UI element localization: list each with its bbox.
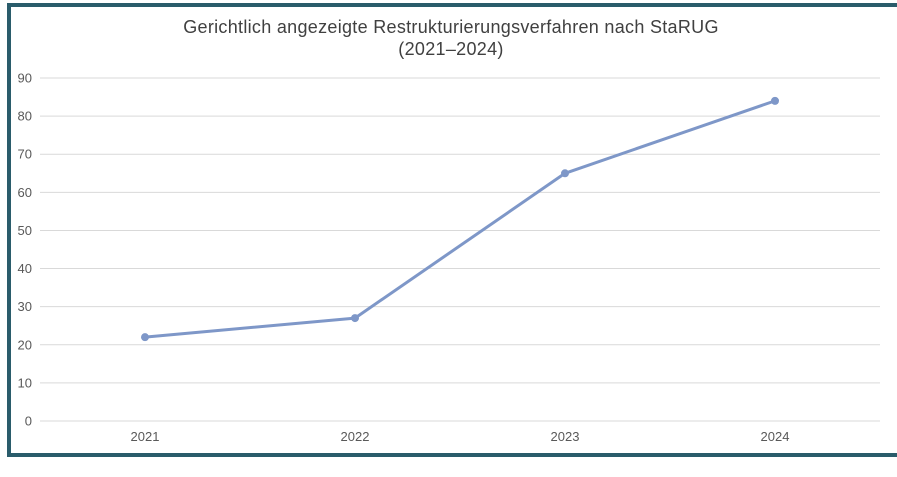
y-tick-label: 60 [18,185,32,200]
y-tick-label: 40 [18,261,32,276]
data-point [561,169,569,178]
data-point [141,333,149,342]
x-tick-label: 2024 [761,429,790,444]
x-tick-label: 2023 [551,429,580,444]
chart-title-line1: Gerichtlich angezeigte Restrukturierungs… [183,17,719,37]
y-tick-label: 80 [18,109,32,124]
x-tick-label: 2022 [341,429,370,444]
x-tick-label: 2021 [131,429,160,444]
y-tick-label: 20 [18,337,32,352]
y-tick-label: 30 [18,299,32,314]
data-point [771,96,779,105]
series-line [143,99,777,339]
y-tick-label: 70 [18,147,32,162]
y-tick-label: 50 [18,223,32,238]
chart-title-line2: (2021–2024) [398,39,504,59]
y-tick-label: 90 [18,71,32,86]
chart-title: Gerichtlich angezeigte Restrukturierungs… [11,16,891,60]
y-tick-label: 10 [18,375,32,390]
y-tick-label: 0 [25,414,32,429]
data-point [351,314,359,323]
